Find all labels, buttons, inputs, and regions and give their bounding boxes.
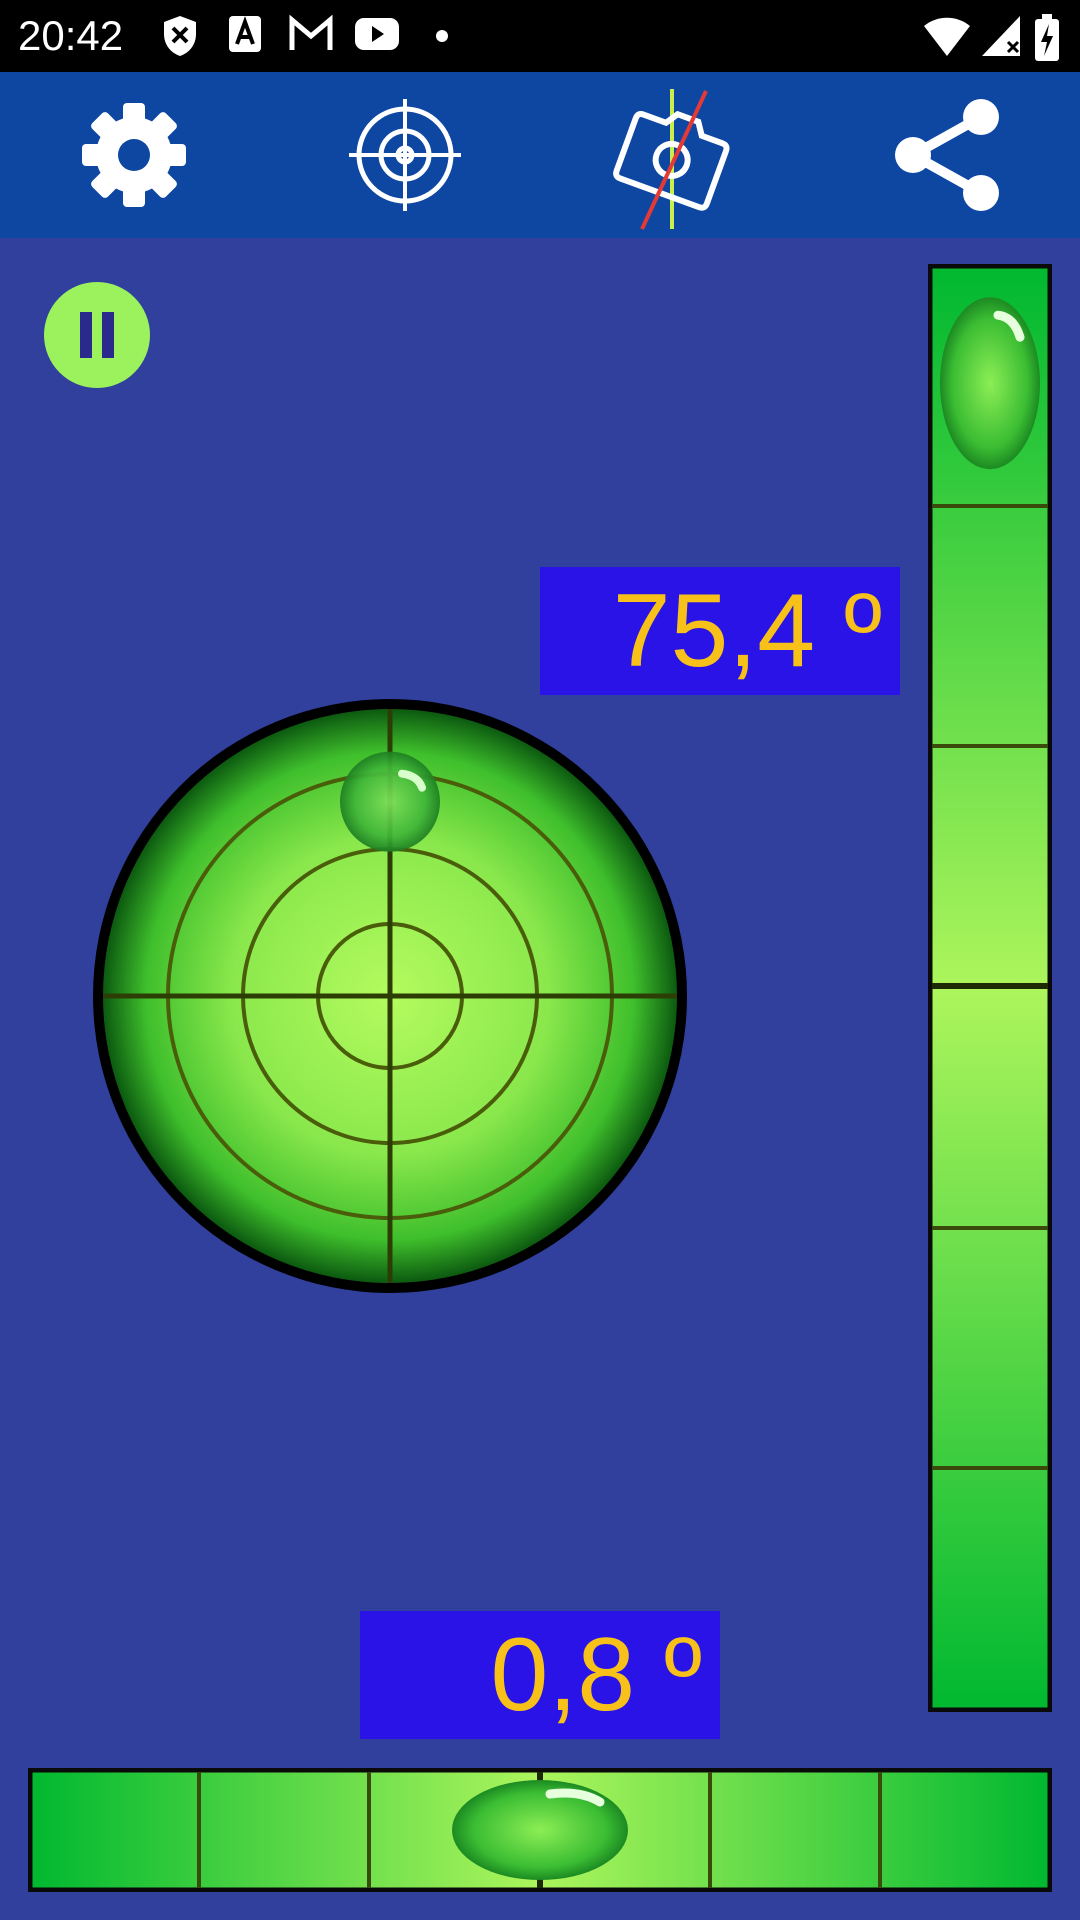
vertical-tube-bubble [940,297,1040,470]
horizontal-tube-bubble [452,1780,628,1880]
horizontal-angle-value: 0,8 º [490,1617,702,1733]
vertical-angle-readout: 75,4 º [540,567,900,695]
wifi-icon [924,17,970,56]
settings-button[interactable] [74,95,194,215]
bullseye-bubble [340,751,440,852]
vertical-tube-ticks [932,504,1048,1470]
bullseye-level [88,694,692,1298]
gear-icon [82,103,186,207]
share-icon [895,99,999,211]
status-time: 20:42 [18,12,124,59]
toolbar [0,72,1080,238]
font-a-icon [229,16,261,52]
battery-charging-icon [1035,14,1059,61]
pause-icon [80,312,114,358]
pause-button[interactable] [44,282,150,388]
horizontal-tube-level [27,1767,1053,1893]
camera-calibrate-button[interactable] [612,89,732,230]
status-bar: 20:42 [0,0,1080,72]
crosshair-icon [349,99,461,211]
shield-x-icon [164,16,196,56]
vertical-tube-level [927,263,1053,1713]
dot-icon [436,30,448,42]
cell-signal-icon [982,16,1020,56]
gmail-icon [289,14,333,50]
youtube-icon [355,18,399,50]
camera-calibrate-icon [613,89,730,230]
calibrate-button[interactable] [345,95,465,215]
vertical-angle-value: 75,4 º [612,573,882,689]
horizontal-angle-readout: 0,8 º [360,1611,720,1739]
share-button[interactable] [885,95,1005,215]
